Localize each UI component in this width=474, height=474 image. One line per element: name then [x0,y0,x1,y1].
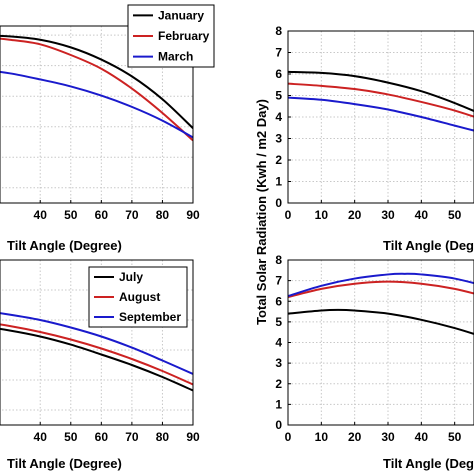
x-tick-label: 50 [448,208,462,222]
legend: July August September [88,266,188,328]
y-tick-label: 8 [275,24,282,38]
y-tick-label: 6 [275,294,282,308]
x-tick-label: 70 [125,208,139,222]
x-tick-label: 0 [285,208,292,222]
x-tick-label: 50 [64,208,78,222]
series-line-january [288,70,474,113]
legend-label: August [119,290,160,304]
series-line-march [0,70,193,139]
x-tick-label: 10 [315,208,329,222]
x-axis-label-top-right: Tilt Angle (Degree) [383,238,474,253]
x-tick-label: 40 [34,430,48,444]
series-line-august [288,280,474,299]
x-tick-label: 0 [285,430,292,444]
x-tick-label: 40 [415,208,429,222]
y-tick-label: 0 [275,196,282,210]
x-tick-label: 60 [95,208,109,222]
x-tick-label: 20 [348,208,362,222]
panel-top-right: 0 10 20 30 40 50 0 1 2 3 4 5 6 7 8 [275,24,474,222]
x-tick-label: 50 [64,430,78,444]
y-tick-label: 1 [275,397,282,411]
panel-top-left: 40 50 60 70 80 90 January February March [0,4,215,222]
y-tick-label: 8 [275,253,282,267]
y-tick-label: 7 [275,46,282,60]
x-tick-label: 90 [186,430,200,444]
series-line-september [288,272,474,298]
x-tick-label: 70 [125,430,139,444]
y-tick-label: 5 [275,89,282,103]
x-tick-label: 50 [448,430,462,444]
series-line-july [0,327,193,392]
x-axis-label-bottom-right: Tilt Angle (Degree) [383,456,474,471]
axes-box [0,25,194,204]
legend: January February March [127,4,215,68]
series-line-september [0,312,193,375]
legend-label: March [158,50,193,64]
series-line-july [288,308,474,335]
y-tick-label: 6 [275,67,282,81]
x-axis-label-bottom-left: Tilt Angle (Degree) [7,456,122,471]
legend-label: February [158,29,210,43]
series-line-august [0,323,193,386]
y-tick-label: 3 [275,132,282,146]
x-tick-label: 80 [156,208,170,222]
y-tick-label: 2 [275,153,282,167]
x-tick-label: 40 [34,208,48,222]
y-tick-label: 0 [275,418,282,432]
series-line-february [0,37,193,142]
x-tick-label: 80 [156,430,170,444]
legend-label: September [119,310,181,324]
legend-label: July [119,270,143,284]
y-tick-label: 4 [275,336,282,350]
x-tick-label: 20 [348,430,362,444]
x-tick-label: 90 [186,208,200,222]
x-tick-label: 30 [381,208,395,222]
y-tick-label: 4 [275,110,282,124]
panel-bottom-left: 40 50 60 70 80 90 July August September [0,259,200,444]
x-tick-label: 10 [315,430,329,444]
y-tick-label: 2 [275,377,282,391]
y-tick-label: 7 [275,274,282,288]
y-tick-label: 3 [275,356,282,370]
x-tick-label: 40 [415,430,429,444]
axes-box [0,259,194,426]
series-line-february [288,82,474,118]
y-axis-label-shared: Total Solar Radiation (Kwh / m2 Day) [254,99,269,325]
x-tick-label: 30 [381,430,395,444]
x-tick-label: 60 [95,430,109,444]
legend-label: January [158,8,204,22]
y-tick-label: 5 [275,315,282,329]
y-tick-label: 1 [275,175,282,189]
x-axis-label-top-left: Tilt Angle (Degree) [7,238,122,253]
series-line-january [0,34,193,129]
panel-bottom-right: 0 10 20 30 40 50 0 1 2 3 4 5 6 7 8 [275,253,474,444]
series-line-march [288,96,474,132]
